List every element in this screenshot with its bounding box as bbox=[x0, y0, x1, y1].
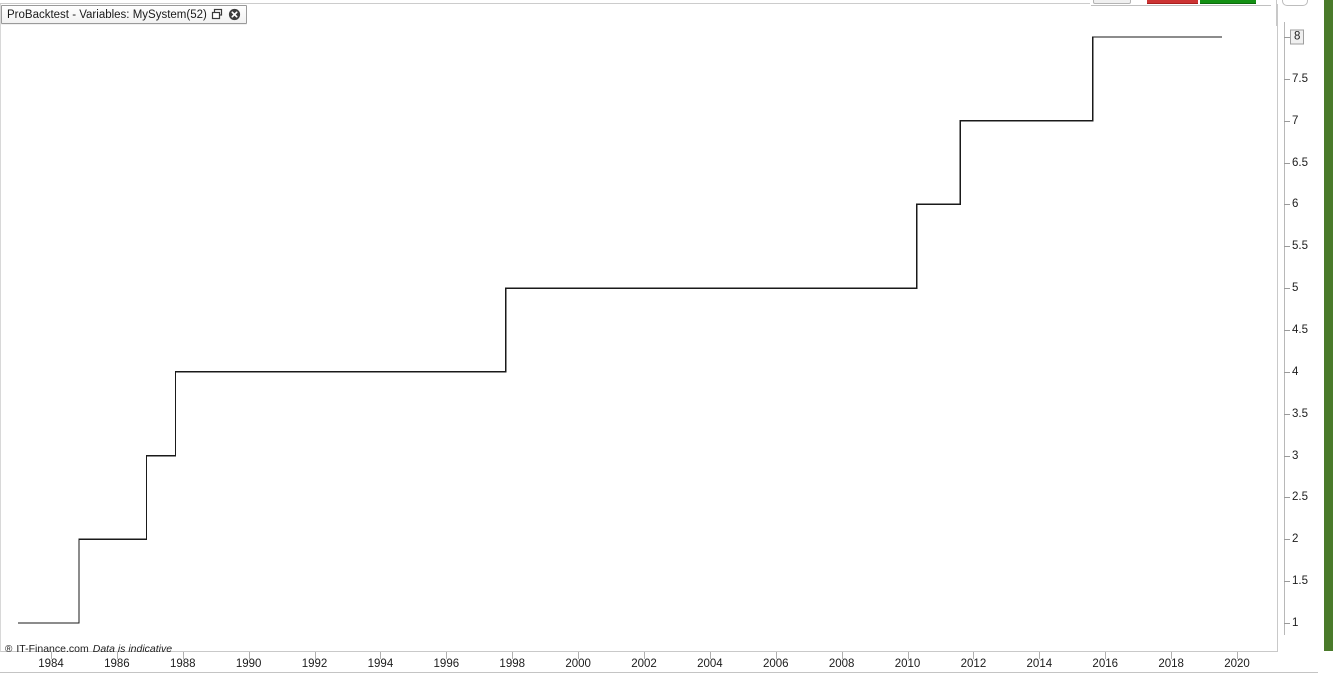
y-axis-label: 3 bbox=[1292, 449, 1299, 462]
x-axis-label: 2014 bbox=[1026, 658, 1053, 670]
x-axis-tick bbox=[1171, 652, 1173, 659]
x-axis-tick bbox=[182, 652, 184, 659]
y-axis-tick bbox=[1284, 78, 1290, 80]
x-axis-tick bbox=[841, 652, 843, 659]
x-axis[interactable]: 1984 1986 1988 1990 1992 1994 1996 1998 2000 2002… bbox=[0, 652, 1333, 681]
x-axis-tick bbox=[314, 652, 316, 659]
x-axis-label: 1992 bbox=[301, 658, 328, 670]
x-axis-label: 1994 bbox=[367, 658, 394, 670]
x-axis-label: 1990 bbox=[235, 658, 262, 670]
x-axis-tick bbox=[578, 652, 580, 659]
x-axis-label: 2016 bbox=[1092, 658, 1119, 670]
x-axis-label: 1984 bbox=[38, 658, 64, 670]
long-position-indicator[interactable] bbox=[1200, 0, 1256, 4]
close-circle-icon[interactable] bbox=[228, 8, 241, 21]
x-axis-line bbox=[0, 672, 1318, 673]
x-axis-tick bbox=[1039, 652, 1041, 659]
y-axis-tick bbox=[1284, 37, 1290, 38]
y-axis-label: 1.5 bbox=[1292, 575, 1308, 588]
y-axis-label: 7.5 bbox=[1292, 72, 1308, 85]
panel-divider-vertical bbox=[1276, 0, 1277, 26]
x-axis-label: 2020 bbox=[1224, 658, 1250, 670]
x-axis-label: 2010 bbox=[894, 658, 921, 670]
y-axis-label: 4 bbox=[1292, 365, 1299, 378]
x-axis-tick bbox=[775, 652, 777, 659]
x-axis-label: 2018 bbox=[1158, 658, 1184, 670]
toolbar-pill-control[interactable] bbox=[1282, 0, 1308, 6]
y-axis-current-value-label: 8 bbox=[1290, 29, 1305, 45]
window-title-tab[interactable]: ProBacktest - Variables: MySystem(52) bbox=[1, 5, 247, 24]
y-axis-tick bbox=[1284, 455, 1290, 457]
x-axis-label: 2000 bbox=[565, 658, 591, 670]
y-axis-line bbox=[1284, 22, 1285, 635]
indicative-note: Data is indicative bbox=[92, 643, 173, 655]
right-edge-accent bbox=[1324, 0, 1333, 651]
y-axis-tick bbox=[1284, 413, 1290, 415]
y-axis[interactable]: 8 7.5 7 6.5 6 5.5 5 4.5 4 3.5 3 2.5 2 1.5 1 bbox=[1278, 4, 1333, 652]
chart-plot-area[interactable] bbox=[0, 4, 1277, 651]
x-axis-tick bbox=[116, 652, 118, 659]
chart-frame bbox=[0, 4, 1278, 652]
copyright-mark: ® bbox=[5, 644, 13, 655]
x-axis-tick bbox=[907, 652, 909, 659]
y-axis-tick bbox=[1284, 623, 1290, 624]
y-axis-label: 2.5 bbox=[1292, 491, 1308, 504]
x-axis-tick bbox=[644, 652, 645, 659]
x-axis-label: 2004 bbox=[697, 658, 723, 670]
x-axis-label: 1986 bbox=[104, 658, 130, 670]
y-axis-label: 3.5 bbox=[1292, 407, 1308, 420]
y-axis-label: 7 bbox=[1292, 114, 1299, 127]
panel-divider-horizontal bbox=[1091, 5, 1271, 6]
copyright-text: IT-Finance.com bbox=[16, 643, 89, 655]
y-axis-tick bbox=[1284, 581, 1290, 583]
x-axis-tick bbox=[380, 652, 382, 659]
right-gutter bbox=[1320, 0, 1324, 651]
y-axis-label: 1 bbox=[1292, 617, 1299, 629]
step-line-series bbox=[18, 36, 1223, 624]
x-axis-label: 1988 bbox=[169, 658, 196, 670]
y-axis-tick bbox=[1284, 371, 1290, 373]
x-axis-tick bbox=[973, 652, 975, 659]
y-axis-label: 5.5 bbox=[1292, 240, 1308, 253]
x-axis-label: 2002 bbox=[631, 658, 657, 670]
y-axis-label: 6 bbox=[1292, 198, 1299, 211]
y-axis-label: 4.5 bbox=[1292, 324, 1308, 336]
toolbar-divider bbox=[0, 3, 1090, 4]
y-axis-label: 2 bbox=[1292, 533, 1299, 546]
x-axis-label: 2012 bbox=[960, 658, 987, 670]
x-axis-label: 1996 bbox=[433, 658, 460, 670]
y-axis-tick bbox=[1284, 330, 1290, 331]
restore-window-icon[interactable] bbox=[211, 8, 224, 21]
credit-footer: ® IT-Finance.com Data is indicative bbox=[5, 643, 172, 655]
y-axis-tick bbox=[1284, 204, 1290, 206]
y-axis-tick bbox=[1284, 120, 1290, 122]
y-axis-label: 6.5 bbox=[1292, 156, 1308, 169]
x-axis-tick bbox=[446, 652, 448, 659]
x-axis-tick bbox=[1105, 652, 1107, 659]
y-axis-tick bbox=[1284, 497, 1290, 499]
x-axis-tick bbox=[248, 652, 250, 659]
y-axis-tick bbox=[1284, 162, 1290, 164]
x-axis-label: 2008 bbox=[828, 658, 855, 670]
y-axis-tick bbox=[1284, 288, 1290, 290]
short-position-indicator[interactable] bbox=[1147, 0, 1198, 4]
x-axis-label: 1998 bbox=[499, 658, 526, 670]
x-axis-tick bbox=[1237, 652, 1238, 659]
y-axis-tick bbox=[1284, 246, 1290, 248]
y-axis-label: 5 bbox=[1292, 282, 1299, 295]
x-axis-tick bbox=[51, 652, 52, 659]
x-axis-label: 2006 bbox=[762, 658, 789, 670]
y-axis-tick bbox=[1284, 539, 1290, 541]
x-axis-tick bbox=[512, 652, 514, 659]
x-axis-tick bbox=[709, 652, 711, 659]
page-title: ProBacktest - Variables: MySystem(52) bbox=[7, 8, 207, 21]
toolbar-button-partial[interactable] bbox=[1093, 0, 1131, 4]
